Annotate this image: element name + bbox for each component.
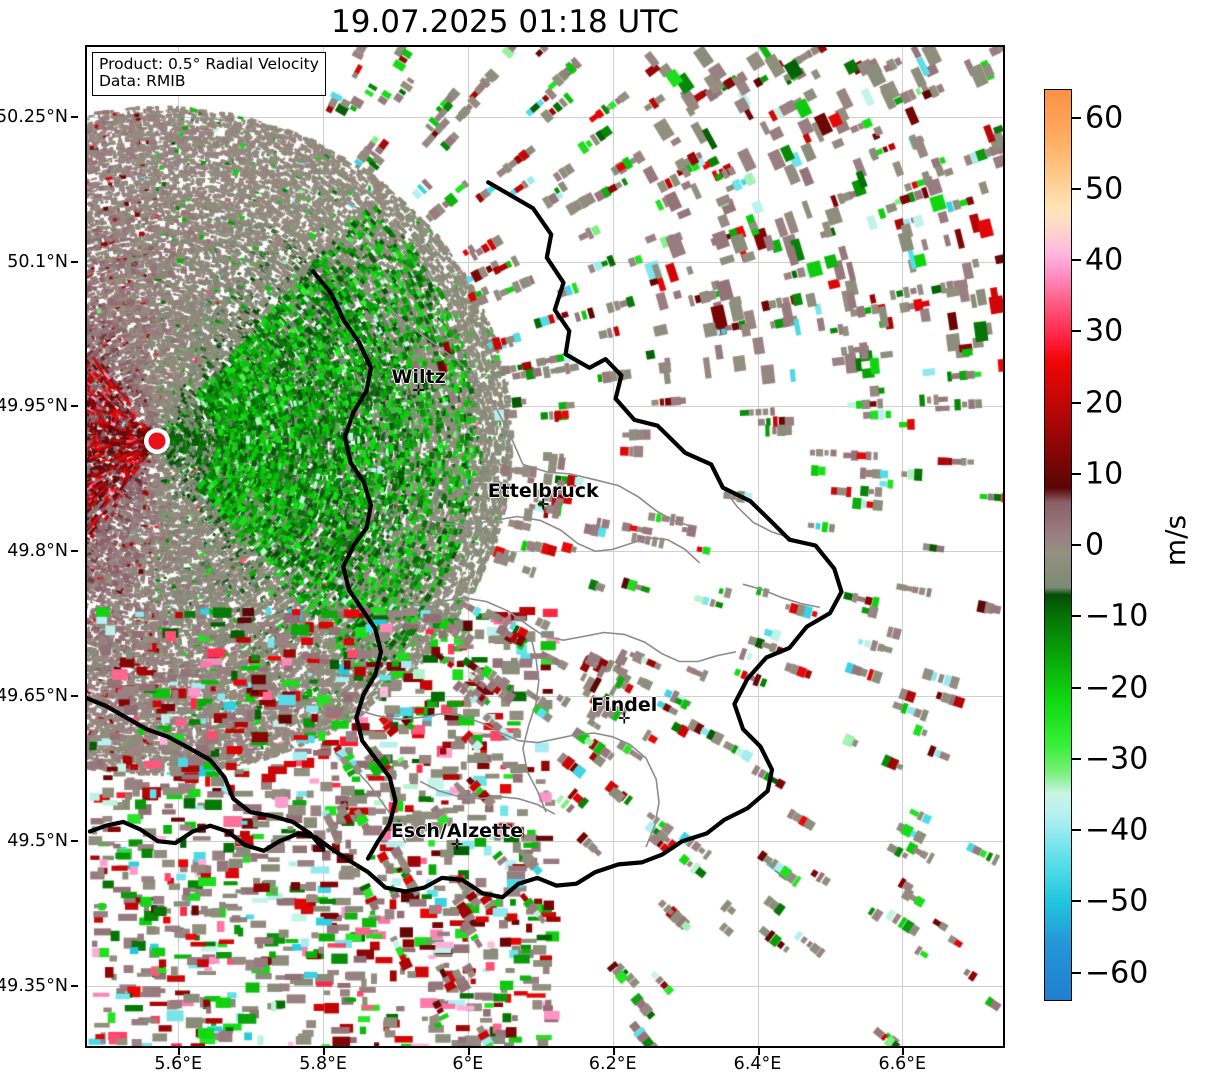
colorbar-tick-label: 60 xyxy=(1085,100,1124,135)
country-borders xyxy=(87,180,844,900)
admin-boundary-path xyxy=(419,780,556,815)
x-axis-tick-label: 6.2°E xyxy=(588,1054,637,1074)
y-axis-tick-mark xyxy=(71,260,78,263)
colorbar-tick-label: 30 xyxy=(1085,313,1124,349)
page-title: 19.07.2025 01:18 UTC xyxy=(331,4,679,40)
colorbar-tick-label: 0 xyxy=(1085,527,1105,563)
colorbar-tick-label: 40 xyxy=(1085,242,1124,278)
colorbar-tick-label: 10 xyxy=(1085,456,1124,492)
x-axis-tick-mark xyxy=(612,1048,615,1055)
country-border-path xyxy=(87,696,326,851)
x-axis-tick-label: 5.6°E xyxy=(154,1054,203,1074)
colorbar-tick-label: −60 xyxy=(1085,955,1149,990)
x-axis-tick-mark xyxy=(323,1048,326,1055)
city-label-ettelbruck: Ettelbruck xyxy=(487,480,599,502)
colorbar-tick-label: −10 xyxy=(1085,598,1149,634)
city-marker-ettelbruck: ✛ xyxy=(536,495,550,514)
colorbar-unit-text: m/s xyxy=(1159,514,1193,567)
y-axis-tick-label: 49.35°N xyxy=(0,976,68,997)
admin-boundary-path xyxy=(334,751,407,844)
colorbar-tick-mark xyxy=(1072,544,1081,546)
x-axis-tick-mark xyxy=(467,1048,470,1055)
y-axis-tick-label: 49.8°N xyxy=(7,541,68,562)
admin-boundary-path xyxy=(742,583,820,609)
city-marker-wiltz: ✛ xyxy=(412,381,425,400)
city-label-esch-alzette: Esch/Alzette xyxy=(390,820,524,842)
y-axis-labels: 50.25°N 50.1°N 49.95°N 49.8°N 49.65°N 49.5°N 4… xyxy=(0,45,78,1048)
colorbar-tick-label: 50 xyxy=(1085,171,1124,207)
colorbar-tick-label: −50 xyxy=(1085,883,1149,919)
admin-boundaries xyxy=(334,303,820,848)
x-axis-tick-mark xyxy=(757,1048,760,1055)
info-product-line: Product: 0.5° Radial Velocity xyxy=(99,55,319,73)
x-axis-tick-label: 6°E xyxy=(452,1054,484,1074)
y-axis-tick-label: 50.25°N xyxy=(0,106,68,127)
colorbar-tick-mark xyxy=(1072,187,1081,190)
info-data-line: Data: RMIB xyxy=(99,72,186,91)
admin-boundary-path xyxy=(722,487,792,539)
colorbar-gradient xyxy=(1045,90,1071,1000)
colorbar-tick-mark xyxy=(1072,686,1081,689)
colorbar-tick-mark xyxy=(1072,330,1081,333)
colorbar-unit-label: m/s xyxy=(1150,0,1201,1081)
colorbar-tick-mark xyxy=(1072,829,1081,831)
y-axis-tick-label: 49.95°N xyxy=(0,396,68,417)
x-axis-tick-mark xyxy=(902,1048,905,1055)
x-axis-tick-label: 5.8°E xyxy=(299,1054,347,1074)
admin-boundary-path xyxy=(428,515,701,564)
map-plot-area[interactable]: Wiltz ✛ Ettelbruck ✛ Findel ✛ Esch/Alzette ✛ Pr… xyxy=(85,45,1005,1048)
y-axis-tick-mark xyxy=(71,115,78,118)
colorbar-tick-mark xyxy=(1072,116,1081,119)
x-axis-tick-mark xyxy=(178,1048,181,1055)
admin-boundary-path xyxy=(522,463,692,527)
map-borders-layer xyxy=(87,180,844,900)
y-axis-tick-label: 49.5°N xyxy=(7,831,68,852)
y-axis-tick-label: 50.1°N xyxy=(7,251,68,272)
admin-boundary-path xyxy=(522,634,547,813)
colorbar-tick-mark xyxy=(1072,900,1081,903)
colorbar-tick-label: −20 xyxy=(1085,670,1149,705)
colorbar-tick-mark xyxy=(1072,971,1081,974)
colorbar-tick-mark xyxy=(1072,472,1081,475)
colorbar-tick-labels: 60 50 40 30 20 10 0 −10 −20 −30 −40 −50 −60 xyxy=(1072,89,1192,1001)
colorbar-tick-mark xyxy=(1072,757,1081,760)
admin-boundary-path xyxy=(395,596,736,663)
city-label-wiltz: Wiltz xyxy=(391,365,446,388)
admin-boundary-path xyxy=(384,303,524,465)
y-axis-tick-mark xyxy=(71,985,78,988)
city-marker-findel: ✛ xyxy=(618,709,631,728)
country-border-path xyxy=(87,180,844,900)
colorbar-tick-label: −40 xyxy=(1085,812,1149,848)
city-label-findel: Findel xyxy=(591,694,658,717)
y-axis-tick-mark xyxy=(71,840,78,843)
y-axis-tick-label: 49.65°N xyxy=(0,686,68,707)
colorbar-tick-label: 20 xyxy=(1085,385,1124,420)
y-axis-tick-mark xyxy=(71,405,78,408)
y-axis-tick-mark xyxy=(71,550,78,553)
x-axis-tick-label: 6.4°E xyxy=(733,1054,782,1074)
colorbar xyxy=(1044,89,1072,1001)
country-border-path xyxy=(310,269,398,861)
colorbar-tick-mark xyxy=(1072,259,1081,261)
y-axis-tick-mark xyxy=(71,695,78,698)
product-info-box: Product: 0.5° Radial Velocity Data: RMIB xyxy=(92,52,326,96)
colorbar-tick-mark xyxy=(1072,615,1081,618)
city-marker-esch-alzette: ✛ xyxy=(450,835,464,854)
colorbar-tick-mark xyxy=(1072,401,1081,404)
colorbar-tick-label: −30 xyxy=(1085,741,1149,777)
radar-site-marker[interactable] xyxy=(148,432,166,450)
x-axis-labels: 5.6°E 5.8°E 6°E 6.2°E 6.4°E 6.6°E xyxy=(85,1048,1005,1080)
x-axis-tick-label: 6.6°E xyxy=(878,1054,927,1074)
admin-boundary-path xyxy=(629,743,660,848)
admin-boundary-path xyxy=(356,709,631,746)
